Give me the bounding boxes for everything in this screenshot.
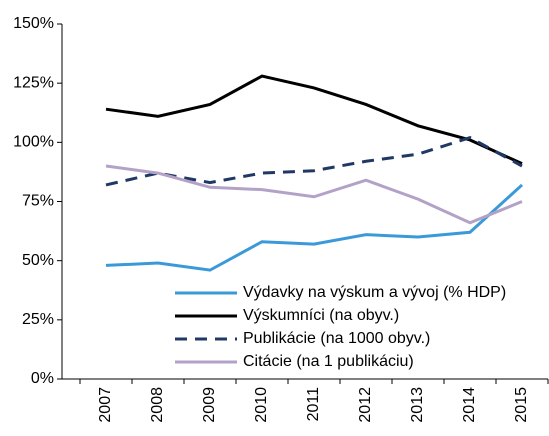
- x-tick-label: 2013: [409, 387, 426, 423]
- x-tick-label: 2008: [149, 387, 166, 423]
- y-tick-label: 75%: [22, 193, 54, 210]
- y-tick-label: 0%: [31, 370, 54, 387]
- y-tick-label: 50%: [22, 252, 54, 269]
- legend-label: Výdavky na výskum a vývoj (% HDP): [243, 284, 506, 301]
- x-tick-label: 2011: [305, 387, 322, 422]
- y-tick-label: 25%: [22, 311, 54, 328]
- y-tick-label: 150%: [13, 15, 54, 32]
- legend-label: Publikácie (na 1000 obyv.): [243, 330, 430, 347]
- x-tick-label: 2009: [201, 387, 218, 423]
- legend-label: Citácie (na 1 publikáciu): [243, 353, 414, 370]
- x-tick-label: 2010: [253, 387, 270, 423]
- y-tick-label: 100%: [13, 134, 54, 151]
- x-tick-label: 2007: [97, 387, 114, 423]
- series-line: [105, 74, 523, 165]
- series-line: [105, 183, 524, 272]
- x-tick-label: 2014: [461, 387, 478, 423]
- y-tick-label: 125%: [13, 74, 54, 91]
- series-line: [105, 135, 523, 187]
- series-line: [105, 164, 523, 225]
- legend-label: Výskumníci (na obyv.): [243, 307, 399, 324]
- legend-box: [171, 281, 544, 375]
- x-tick-label: 2012: [357, 387, 374, 423]
- x-tick-label: 2015: [513, 387, 530, 423]
